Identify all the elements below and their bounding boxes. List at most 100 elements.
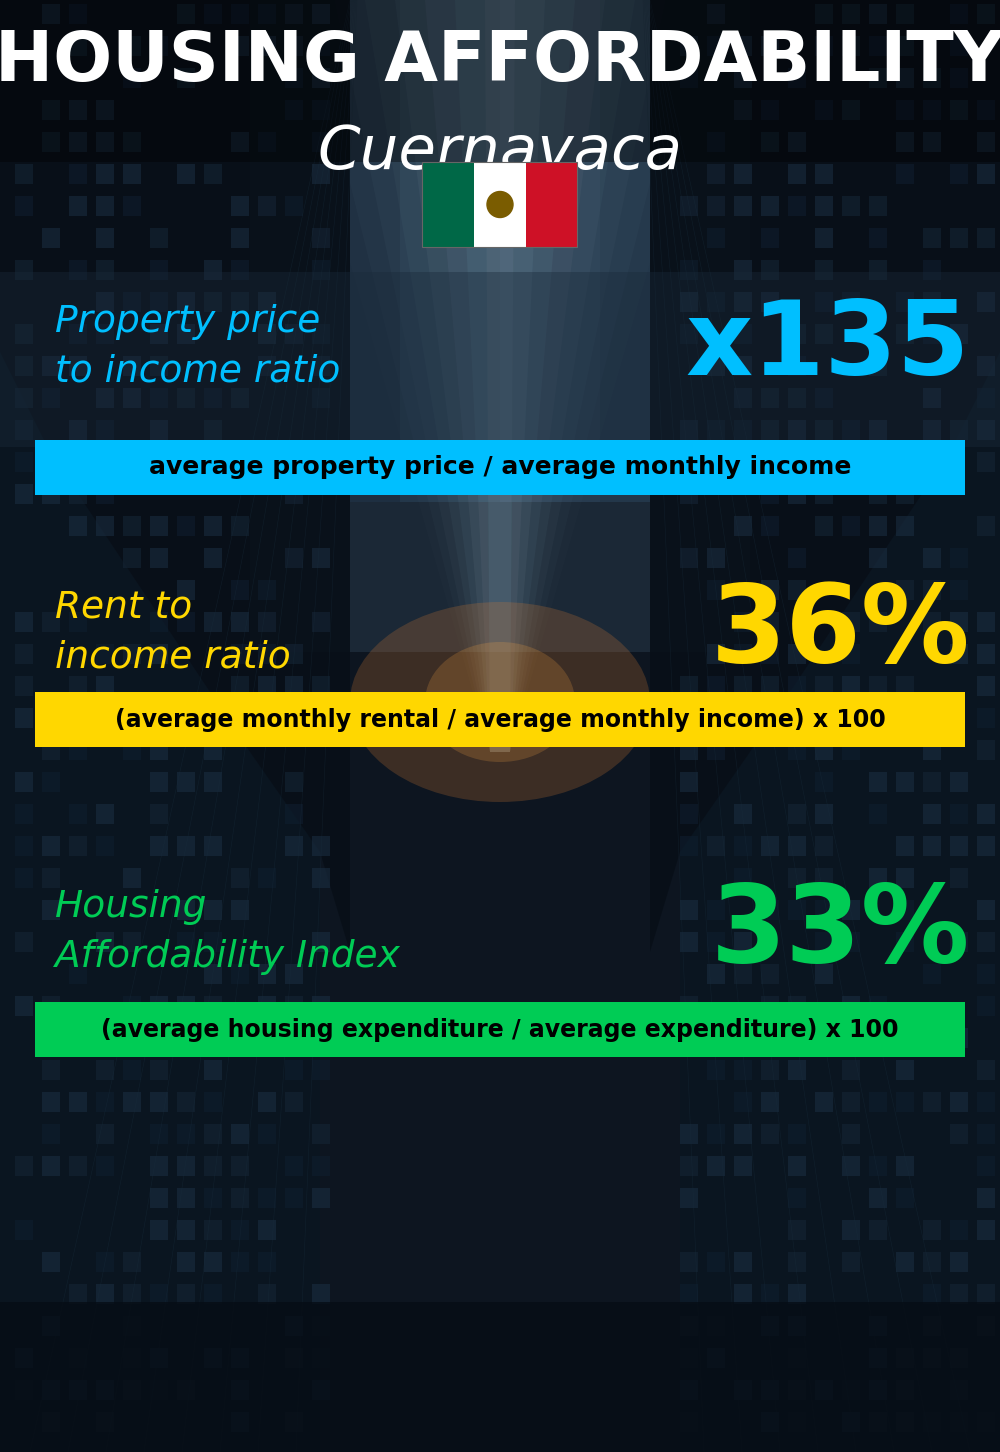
Bar <box>96 1284 114 1304</box>
Bar <box>42 4 60 25</box>
Bar <box>788 132 806 152</box>
Bar <box>923 1284 941 1304</box>
Bar <box>177 1220 195 1240</box>
Bar <box>123 515 141 536</box>
Bar <box>177 1188 195 1208</box>
Bar <box>923 1316 941 1336</box>
Bar <box>734 645 752 664</box>
Bar <box>69 1379 87 1400</box>
Bar <box>869 1092 887 1112</box>
Bar <box>707 900 725 921</box>
Bar <box>96 260 114 280</box>
Bar <box>285 677 303 696</box>
Bar <box>680 1347 698 1368</box>
Bar <box>15 1220 33 1240</box>
Bar <box>680 68 698 89</box>
Bar <box>707 196 725 216</box>
Bar <box>761 228 779 248</box>
Bar <box>96 1156 114 1176</box>
Bar <box>285 4 303 25</box>
Bar <box>896 836 914 857</box>
Bar <box>69 1284 87 1304</box>
Bar <box>734 515 752 536</box>
Ellipse shape <box>350 603 650 802</box>
Bar <box>42 836 60 857</box>
Bar <box>896 1347 914 1368</box>
Bar <box>761 579 779 600</box>
Bar <box>842 1411 860 1432</box>
Bar <box>258 579 276 600</box>
Bar <box>285 1316 303 1336</box>
Bar <box>950 1284 968 1304</box>
Bar <box>977 132 995 152</box>
Bar <box>950 932 968 953</box>
Bar <box>842 36 860 57</box>
Bar <box>285 1347 303 1368</box>
Bar <box>680 932 698 953</box>
Bar <box>896 515 914 536</box>
Bar <box>977 677 995 696</box>
Bar <box>258 996 276 1016</box>
Bar <box>707 1124 725 1144</box>
Bar <box>177 996 195 1016</box>
Bar <box>815 741 833 759</box>
Bar <box>707 964 725 984</box>
Bar <box>923 292 941 312</box>
Bar <box>285 1156 303 1176</box>
Bar <box>204 932 222 953</box>
Bar <box>42 1156 60 1176</box>
Bar <box>231 260 249 280</box>
Bar <box>815 452 833 472</box>
Bar <box>842 515 860 536</box>
Bar <box>15 932 33 953</box>
Bar <box>815 196 833 216</box>
Bar <box>96 1411 114 1432</box>
Bar <box>680 741 698 759</box>
Bar <box>707 836 725 857</box>
Bar <box>680 547 698 568</box>
Bar <box>177 932 195 953</box>
Bar <box>177 324 195 344</box>
Bar <box>761 484 779 504</box>
Bar <box>42 1092 60 1112</box>
Bar <box>734 292 752 312</box>
Bar <box>869 1156 887 1176</box>
Bar <box>896 1379 914 1400</box>
Bar <box>680 836 698 857</box>
Bar <box>123 645 141 664</box>
Bar <box>977 1092 995 1112</box>
Bar <box>734 324 752 344</box>
Bar <box>869 1028 887 1048</box>
Bar <box>950 836 968 857</box>
Bar <box>950 228 968 248</box>
Bar <box>312 1347 330 1368</box>
Text: 33%: 33% <box>711 878 970 984</box>
Bar <box>285 196 303 216</box>
Bar <box>42 611 60 632</box>
Bar <box>761 1316 779 1336</box>
Bar <box>977 1284 995 1304</box>
Bar <box>177 900 195 921</box>
Bar <box>96 420 114 440</box>
Bar <box>896 4 914 25</box>
Bar <box>896 292 914 312</box>
Bar <box>150 611 168 632</box>
Bar <box>312 260 330 280</box>
Bar <box>977 4 995 25</box>
Bar <box>231 515 249 536</box>
Bar <box>231 36 249 57</box>
Bar <box>923 132 941 152</box>
Bar <box>285 836 303 857</box>
Bar <box>950 68 968 89</box>
Bar <box>923 228 941 248</box>
Bar <box>761 900 779 921</box>
Text: average property price / average monthly income: average property price / average monthly… <box>149 456 851 479</box>
Bar <box>258 964 276 984</box>
Bar <box>312 1060 330 1080</box>
Bar <box>69 1092 87 1112</box>
Bar <box>977 836 995 857</box>
Bar <box>923 836 941 857</box>
Bar <box>815 260 833 280</box>
Bar <box>150 1156 168 1176</box>
Bar <box>977 1316 995 1336</box>
